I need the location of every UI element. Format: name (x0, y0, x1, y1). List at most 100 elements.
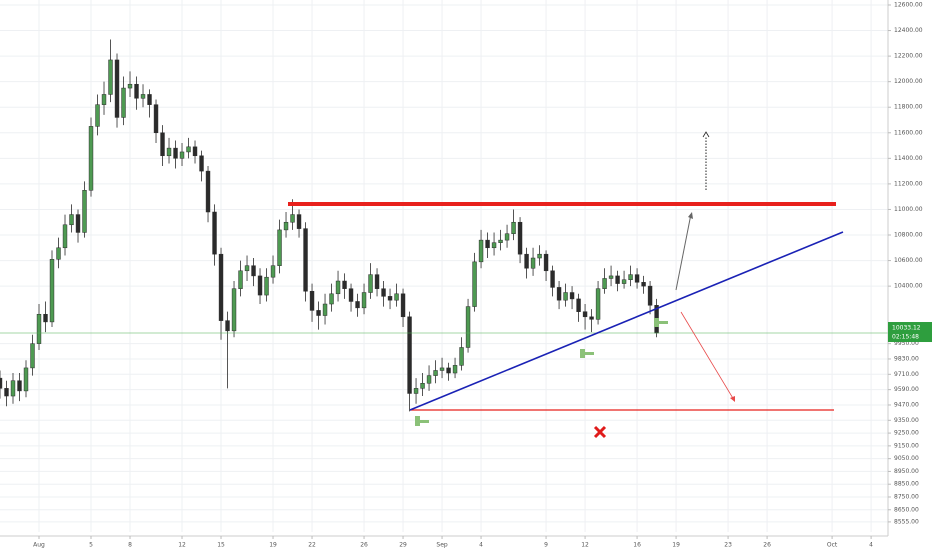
y-tick-label: 12400.00 (894, 27, 923, 34)
candle-body (413, 388, 419, 394)
x-tick-label: 5 (89, 542, 93, 549)
candle-body (426, 375, 432, 384)
candle-body (127, 83, 133, 89)
candle-body (257, 275, 263, 296)
candle-body (439, 367, 445, 371)
candle-body (387, 296, 393, 301)
x-tick-label: 8 (128, 542, 132, 549)
candle-body (517, 221, 523, 255)
x-tick-label: 12 (581, 542, 589, 549)
candle-body (485, 239, 490, 249)
candle-body (75, 214, 81, 233)
y-tick-label: 11200.00 (894, 180, 923, 187)
candle-body (309, 290, 315, 311)
candle-body (199, 155, 204, 172)
y-tick-label: 12200.00 (894, 53, 923, 60)
candle-body (582, 311, 588, 318)
candle-body (322, 303, 328, 316)
candle-body (121, 87, 126, 118)
x-tick-label: 16 (633, 542, 641, 549)
x-tick-label: 15 (217, 542, 225, 549)
y-tick-label: 11600.00 (894, 129, 923, 136)
axes: 12600.00 12400.00 12200.00 12000.00 11800.00… (33, 1, 932, 549)
candle-body (459, 347, 464, 366)
candle-body (550, 270, 555, 288)
candle-body (4, 388, 9, 397)
y-tick-label: 9050.00 (894, 455, 919, 462)
y-tick-label: 9150.00 (894, 442, 919, 449)
candle-body (30, 343, 35, 369)
y-tick-label: 9710.00 (894, 371, 919, 378)
candle-body (329, 293, 334, 305)
candle-body (615, 275, 620, 284)
candle-body (101, 94, 107, 105)
x-tick-label: 22 (308, 542, 316, 549)
drawings (288, 131, 844, 439)
candle-body (62, 224, 68, 249)
candle-body (69, 214, 74, 226)
candle-body (602, 278, 607, 289)
x-tick-label: 9 (544, 542, 548, 549)
candle-body (82, 190, 87, 233)
candle-body (192, 146, 198, 157)
candle-body (218, 253, 224, 321)
candle-body (348, 288, 354, 302)
candle-body (342, 280, 347, 289)
candle-body (56, 247, 61, 260)
x-tick-label: 26 (360, 542, 368, 549)
candle-body (420, 382, 425, 389)
candle-body (452, 365, 458, 374)
candle-body (270, 265, 276, 278)
y-tick-label: 11800.00 (894, 104, 923, 111)
candle-body (361, 292, 367, 309)
y-tick-label: 9470.00 (894, 401, 919, 408)
candle-body (238, 270, 243, 289)
y-tick-label: 10400.00 (894, 283, 923, 290)
y-tick-label: 8750.00 (894, 493, 919, 500)
up-arrow (675, 213, 692, 291)
candle-body (465, 306, 471, 348)
candle-body (264, 276, 269, 296)
y-tick-label: 9830.00 (894, 355, 919, 362)
candle-body (147, 94, 152, 105)
trend-line (409, 231, 844, 411)
candle-body (407, 316, 412, 394)
candle-body (556, 287, 562, 301)
hammer-icon (654, 318, 668, 327)
candle-body (563, 292, 568, 301)
candle-body (569, 292, 575, 300)
y-tick-label: 8950.00 (894, 468, 919, 475)
candle-body (186, 146, 191, 153)
candle-body (543, 253, 549, 272)
candle-body (0, 377, 3, 389)
candle-body (212, 211, 217, 255)
candles (0, 39, 888, 412)
candle-body (628, 274, 633, 280)
x-tick-label: 4 (479, 542, 483, 549)
y-tick-label: 11400.00 (894, 155, 923, 162)
y-tick-label: 12000.00 (894, 78, 923, 85)
y-tick-label: 9590.00 (894, 386, 919, 393)
x-tick-label: 26 (763, 542, 771, 549)
candle-body (179, 151, 185, 159)
y-tick-label: 8650.00 (894, 506, 919, 513)
candle-body (283, 221, 289, 231)
candle-body (108, 59, 113, 95)
candle-body (134, 83, 139, 99)
candle-body (277, 229, 282, 266)
candle-body (153, 104, 159, 134)
y-tick-label: 8555.00 (894, 518, 919, 525)
x-tick-label: 19 (672, 542, 680, 549)
candle-body (296, 214, 302, 229)
candle-body (491, 242, 497, 249)
y-tick-label: 10600.00 (894, 257, 923, 264)
candle-body (647, 285, 653, 306)
candle-body (205, 170, 211, 213)
candle-body (608, 275, 614, 279)
x-tick-label: 23 (724, 542, 732, 549)
last-price-box (888, 322, 932, 343)
arrow-head (688, 212, 693, 219)
candle-body (595, 288, 601, 320)
y-tick-label: 8850.00 (894, 481, 919, 488)
